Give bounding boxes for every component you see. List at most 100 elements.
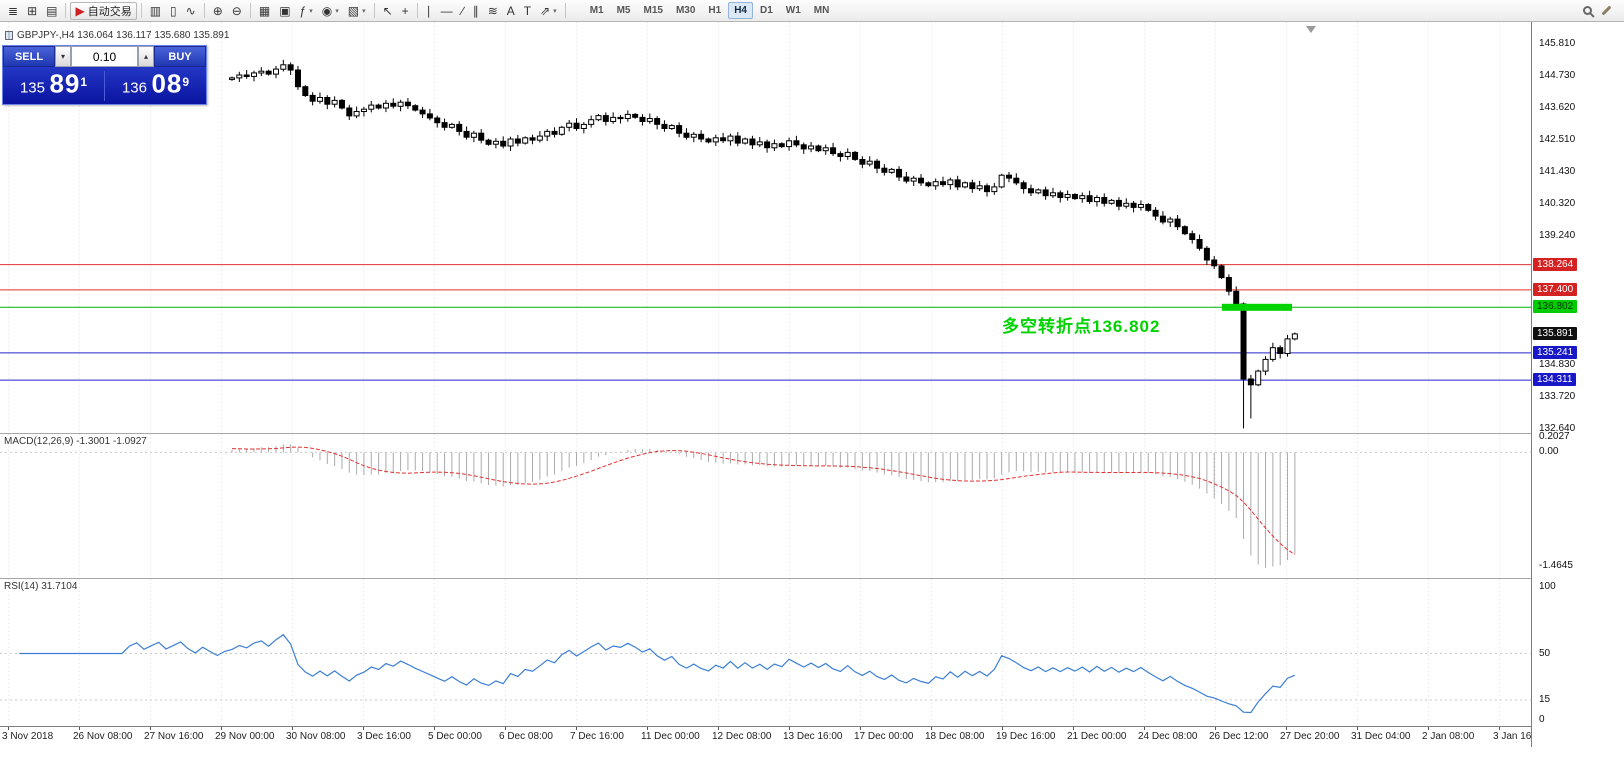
- chart-shift-marker[interactable]: [1306, 26, 1316, 33]
- toolbar-separator: [564, 3, 566, 18]
- price-axis[interactable]: 145.810 144.730 143.620 142.510 141.430 140.3…: [1531, 22, 1624, 747]
- grid-layer: [0, 22, 1531, 730]
- buy-price-display[interactable]: 136 089: [121, 68, 190, 99]
- toolbar-separator: [249, 3, 251, 18]
- price-axis-label: 134.830: [1539, 358, 1576, 370]
- price-badge: 138.264: [1533, 257, 1578, 271]
- vertical-line-icon[interactable]: ∣: [425, 3, 432, 18]
- rsi-axis-label: 50: [1539, 647, 1551, 659]
- rsi-line: [19, 633, 1296, 714]
- macd-indicator-label: MACD(12,26,9) -1.3001 -1.0927: [4, 436, 147, 447]
- time-axis-label: 26 Nov 08:00: [73, 731, 133, 742]
- time-axis-label: 19 Dec 16:00: [996, 731, 1056, 742]
- toolbar-separator: [65, 3, 67, 18]
- bar-chart-icon[interactable]: ▥: [149, 3, 162, 18]
- time-axis-label: 17 Dec 00:00: [854, 731, 914, 742]
- pivot-annotation-text: 多空转折点136.802: [1002, 317, 1161, 336]
- chart-canvas[interactable]: [0, 22, 1531, 747]
- chart-title-bar: GBPJPY-,H4 136.064 136.117 135.680 135.8…: [5, 30, 229, 41]
- chart-window[interactable]: GBPJPY-,H4 136.064 136.117 135.680 135.8…: [0, 22, 1545, 747]
- one-click-trading-panel: SELL ▾ ▴ BUY 135 891 136 089: [2, 45, 207, 105]
- price-badge: 134.311: [1533, 373, 1577, 387]
- periods-icon[interactable]: ◉ ▾: [321, 3, 339, 18]
- time-axis-label: 18 Dec 08:00: [925, 731, 985, 742]
- toolbar-separator: [416, 3, 418, 18]
- time-axis-label: 21 Dec 00:00: [1067, 731, 1127, 742]
- sell-price-display[interactable]: 135 891: [19, 68, 88, 99]
- cursor-icon[interactable]: ↖: [382, 3, 393, 18]
- time-axis-label: 31 Dec 04:00: [1351, 731, 1411, 742]
- lot-decrease-button[interactable]: ▾: [55, 46, 71, 67]
- timeframe-m5-button[interactable]: M5: [616, 5, 631, 16]
- time-axis-label: 24 Dec 08:00: [1138, 731, 1198, 742]
- time-axis-label: 7 Dec 16:00: [570, 731, 624, 742]
- horizontal-line-icon[interactable]: —: [440, 3, 453, 18]
- templates-icon[interactable]: ▧ ▾: [347, 3, 366, 18]
- candlestick-series: [229, 59, 1298, 429]
- price-divider: [104, 70, 105, 101]
- buy-button[interactable]: BUY: [154, 46, 206, 67]
- time-axis-label: 27 Nov 16:00: [144, 731, 204, 742]
- toolbar-right-group: [1583, 5, 1620, 16]
- toolbar-separator: [140, 3, 142, 18]
- time-axis-label: 27 Dec 20:00: [1280, 731, 1340, 742]
- time-axis-label: 3 Dec 16:00: [357, 731, 411, 742]
- cascade-windows-icon[interactable]: ▣: [279, 3, 291, 18]
- time-axis-label: 30 Nov 08:00: [286, 731, 346, 742]
- time-axis-line: [0, 726, 1531, 727]
- time-axis-label: 2 Jan 08:00: [1422, 731, 1475, 742]
- autotrade-button[interactable]: ▶ 自动交易: [70, 1, 137, 20]
- timeframe-d1-button[interactable]: D1: [760, 5, 773, 16]
- timeframe-m1-button[interactable]: M1: [589, 5, 604, 16]
- timeframe-w1-button[interactable]: W1: [785, 5, 801, 16]
- symbol-ohlc-text: GBPJPY-,H4 136.064 136.117 135.680 135.8…: [17, 30, 230, 41]
- panel-separator[interactable]: [0, 433, 1531, 434]
- crosshair-icon[interactable]: +: [401, 3, 409, 18]
- zoom-out-icon[interactable]: ⊖: [231, 3, 242, 18]
- indicators-icon[interactable]: ƒ ▾: [299, 3, 313, 18]
- text-icon[interactable]: A: [506, 3, 515, 18]
- tile-windows-icon[interactable]: ▦: [258, 3, 271, 18]
- lot-increase-button[interactable]: ▴: [138, 46, 154, 67]
- arrows-icon[interactable]: ⇗ ▾: [540, 3, 557, 18]
- price-axis-label: 145.810: [1539, 38, 1576, 49]
- zoom-in-icon[interactable]: ⊕: [212, 3, 223, 18]
- timeframe-mn-button[interactable]: MN: [813, 5, 830, 16]
- lot-size-input[interactable]: [71, 46, 138, 67]
- price-axis-label: 133.720: [1539, 391, 1576, 403]
- label-icon[interactable]: T: [523, 3, 532, 18]
- sell-button[interactable]: SELL: [3, 46, 55, 67]
- time-axis-label: 5 Dec 00:00: [428, 731, 482, 742]
- search-icon[interactable]: [1583, 6, 1592, 15]
- panel-separator[interactable]: [0, 578, 1531, 579]
- time-axis-label: 3 Nov 2018: [2, 731, 54, 742]
- time-axis-label: 12 Dec 08:00: [712, 731, 772, 742]
- trendline-icon[interactable]: ∕: [461, 3, 464, 18]
- macd-axis-label: 0.2027: [1539, 430, 1570, 442]
- timeframe-group: M1 M5 M15 M30 H1 H4 D1 W1 MN: [584, 2, 836, 19]
- timeframe-m15-button[interactable]: M15: [643, 5, 663, 16]
- fibonacci-icon[interactable]: ≋: [487, 3, 498, 18]
- line-chart-icon[interactable]: ∿: [185, 3, 196, 18]
- timeframe-h1-button[interactable]: H1: [708, 5, 722, 16]
- price-axis-label: 139.240: [1539, 230, 1576, 242]
- app-menu-icon[interactable]: ≣: [8, 3, 19, 18]
- time-axis-label: 11 Dec 00:00: [641, 731, 700, 742]
- channel-icon[interactable]: ∥: [472, 3, 479, 18]
- time-axis-label: 3 Jan 16:00: [1493, 731, 1546, 742]
- profiles-icon[interactable]: ▤: [46, 3, 58, 18]
- candlestick-chart-icon[interactable]: ▯: [170, 3, 177, 18]
- rsi-axis-label: 15: [1539, 694, 1551, 706]
- new-chart-icon[interactable]: ⊞: [27, 3, 38, 18]
- timeframe-m30-button[interactable]: M30: [675, 5, 696, 16]
- time-axis-label: 29 Nov 00:00: [215, 731, 275, 742]
- pivot-highlight: [1222, 303, 1292, 311]
- price-badge: 135.241: [1533, 345, 1578, 359]
- edit-icon[interactable]: [1601, 5, 1612, 16]
- time-axis[interactable]: 3 Nov 2018 26 Nov 08:00 27 Nov 16:00 29 Nov…: [0, 726, 1545, 747]
- price-badge: 137.400: [1533, 282, 1578, 296]
- timeframe-h4-button[interactable]: H4: [728, 2, 753, 19]
- rsi-indicator-label: RSI(14) 31.7104: [4, 581, 78, 592]
- time-axis-label: 6 Dec 08:00: [499, 731, 553, 742]
- toolbar-separator: [373, 3, 375, 18]
